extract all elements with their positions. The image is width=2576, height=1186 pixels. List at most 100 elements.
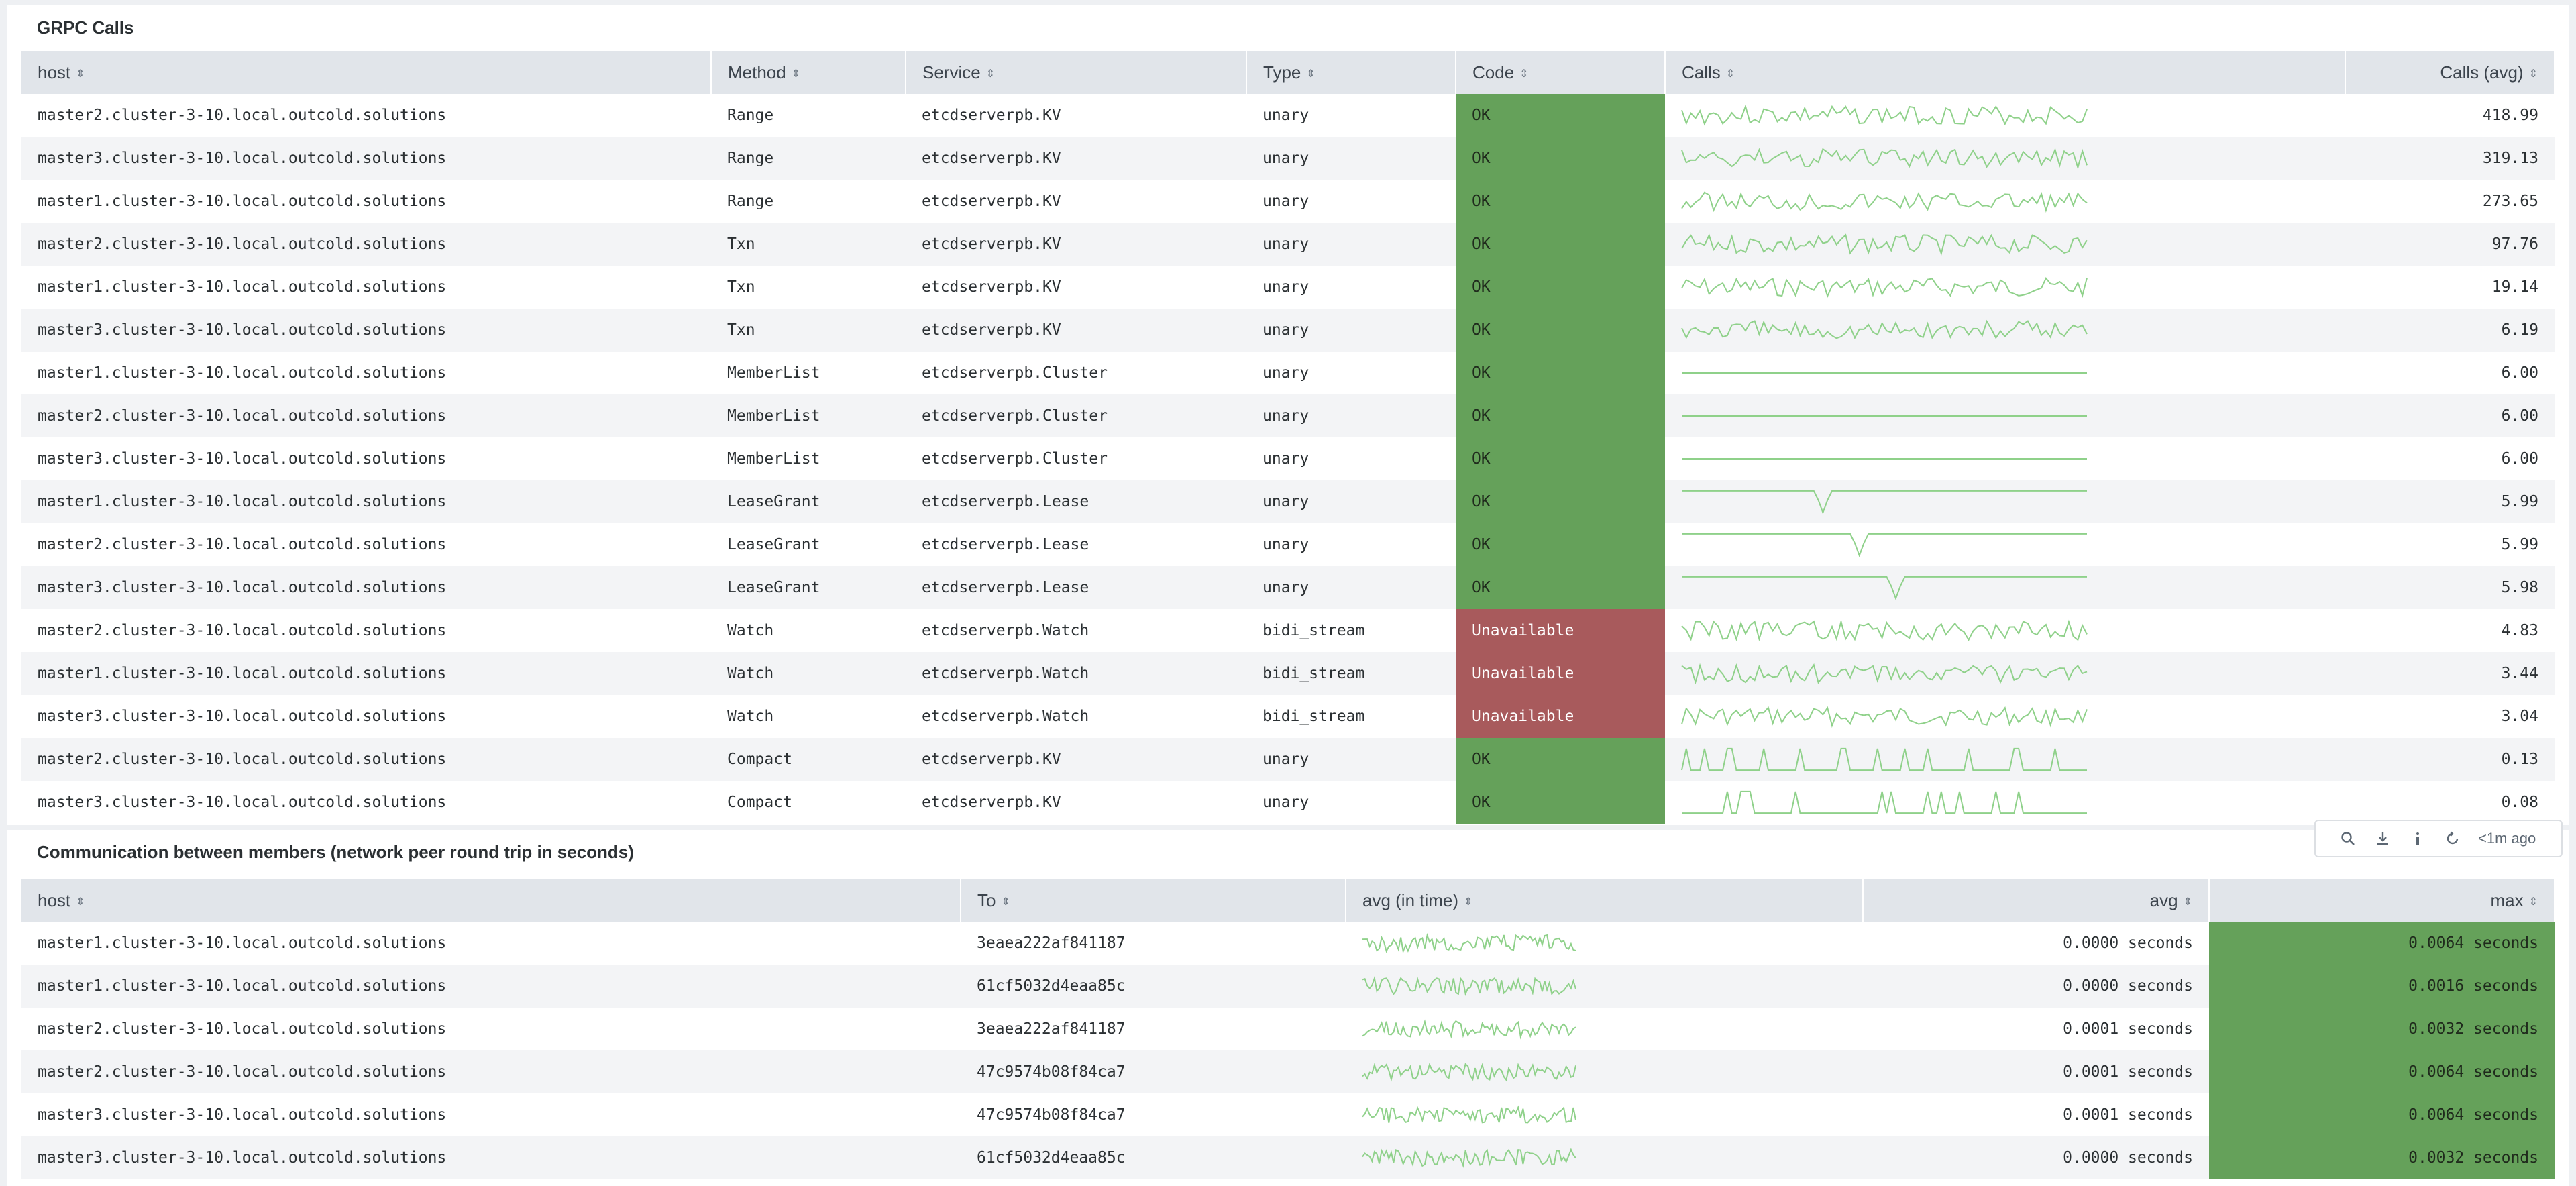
- search-icon[interactable]: [2330, 825, 2365, 852]
- column-header-calls[interactable]: Calls ⇕: [1665, 51, 2346, 94]
- table-row[interactable]: master2.cluster-3-10.local.outcold.solut…: [21, 609, 2555, 652]
- table-row[interactable]: master1.cluster-3-10.local.outcold.solut…: [21, 922, 2555, 965]
- refresh-icon[interactable]: [2435, 825, 2470, 852]
- table-row[interactable]: master3.cluster-3-10.local.outcold.solut…: [21, 1093, 2555, 1136]
- column-header-code[interactable]: Code ⇕: [1456, 51, 1666, 94]
- cell-type: unary: [1263, 407, 1309, 425]
- cell-code: Unavailable: [1456, 652, 1665, 695]
- sparkline: [1681, 618, 2088, 642]
- table-row[interactable]: master3.cluster-3-10.local.outcold.solut…: [21, 309, 2555, 352]
- table-row[interactable]: master2.cluster-3-10.local.outcold.solut…: [21, 94, 2555, 137]
- cell-max: 0.0016 seconds: [2209, 965, 2555, 1008]
- table-row[interactable]: master1.cluster-3-10.local.outcold.solut…: [21, 266, 2555, 309]
- cell-calls-sparkline: [1665, 480, 2345, 523]
- table-row[interactable]: master2.cluster-3-10.local.outcold.solut…: [21, 1008, 2555, 1050]
- table-row[interactable]: master1.cluster-3-10.local.outcold.solut…: [21, 965, 2555, 1008]
- cell-calls-sparkline: [1665, 266, 2345, 309]
- table-row[interactable]: master3.cluster-3-10.local.outcold.solut…: [21, 1136, 2555, 1179]
- column-header-host[interactable]: host ⇕: [21, 879, 961, 922]
- cell-avg: 0.0001 seconds: [2063, 1106, 2193, 1124]
- info-icon[interactable]: [2400, 825, 2435, 852]
- table-row[interactable]: master3.cluster-3-10.local.outcold.solut…: [21, 437, 2555, 480]
- cell-calls-avg: 4.83: [2501, 622, 2538, 639]
- cell-code: OK: [1456, 309, 1665, 352]
- table-row[interactable]: master3.cluster-3-10.local.outcold.solut…: [21, 695, 2555, 738]
- table-row[interactable]: master3.cluster-3-10.local.outcold.solut…: [21, 781, 2555, 824]
- cell-host: master2.cluster-3-10.local.outcold.solut…: [38, 107, 447, 124]
- cell-service: etcdserverpb.Cluster: [922, 364, 1108, 382]
- cell-type: unary: [1263, 235, 1309, 253]
- sort-icon[interactable]: ⇕: [2528, 68, 2538, 80]
- table-row[interactable]: master3.cluster-3-10.local.outcold.solut…: [21, 566, 2555, 609]
- sparkline: [1681, 706, 2088, 728]
- cell-calls-avg: 6.00: [2501, 450, 2538, 468]
- column-header-service[interactable]: Service ⇕: [906, 51, 1247, 94]
- cell-service: etcdserverpb.Lease: [922, 493, 1089, 510]
- cell-method: Watch: [727, 665, 774, 682]
- table-row[interactable]: master1.cluster-3-10.local.outcold.solut…: [21, 352, 2555, 394]
- cell-host: master1.cluster-3-10.local.outcold.solut…: [38, 493, 447, 510]
- sort-icon[interactable]: ⇕: [1519, 68, 1529, 80]
- table-row[interactable]: master2.cluster-3-10.local.outcold.solut…: [21, 394, 2555, 437]
- sort-icon[interactable]: ⇕: [2183, 896, 2192, 908]
- cell-host: master3.cluster-3-10.local.outcold.solut…: [38, 321, 447, 339]
- cell-calls-avg: 19.14: [2491, 278, 2538, 296]
- table-row[interactable]: master2.cluster-3-10.local.outcold.solut…: [21, 1050, 2555, 1093]
- sparkline: [1681, 747, 2087, 771]
- sort-icon[interactable]: ⇕: [76, 896, 85, 908]
- cell-calls-avg: 6.00: [2501, 364, 2538, 382]
- column-header-avg-in-time[interactable]: avg (in time) ⇕: [1346, 879, 1864, 922]
- cell-code: OK: [1456, 352, 1665, 394]
- table-header-row: host ⇕ Method ⇕ Service ⇕ Type ⇕ Code ⇕ Calls…: [21, 51, 2555, 94]
- sort-icon[interactable]: ⇕: [1464, 896, 1473, 908]
- cell-code: OK: [1456, 180, 1665, 223]
- cell-avg-sparkline: [1346, 1050, 1863, 1093]
- cell-type: unary: [1263, 450, 1309, 468]
- column-header-to[interactable]: To ⇕: [961, 879, 1346, 922]
- cell-type: bidi_stream: [1263, 622, 1365, 639]
- sort-icon[interactable]: ⇕: [1725, 68, 1735, 80]
- column-header-avg[interactable]: avg ⇕: [1863, 879, 2210, 922]
- download-icon[interactable]: [2365, 825, 2400, 852]
- column-header-method[interactable]: Method ⇕: [711, 51, 906, 94]
- cell-calls-sparkline: [1665, 738, 2345, 781]
- sort-icon[interactable]: ⇕: [791, 68, 801, 80]
- cell-max: 0.0032 seconds: [2209, 1008, 2555, 1050]
- sort-icon[interactable]: ⇕: [1001, 896, 1010, 908]
- cell-service: etcdserverpb.Lease: [922, 579, 1089, 596]
- table-row[interactable]: master2.cluster-3-10.local.outcold.solut…: [21, 738, 2555, 781]
- cell-type: bidi_stream: [1263, 665, 1365, 682]
- grpc-calls-table: host ⇕ Method ⇕ Service ⇕ Type ⇕ Code ⇕ Calls…: [21, 51, 2555, 824]
- sort-icon[interactable]: ⇕: [76, 68, 85, 80]
- table-row[interactable]: master2.cluster-3-10.local.outcold.solut…: [21, 523, 2555, 566]
- panel-title: GRPC Calls: [37, 17, 134, 38]
- cell-host: master2.cluster-3-10.local.outcold.solut…: [38, 1020, 447, 1038]
- cell-host: master3.cluster-3-10.local.outcold.solut…: [38, 794, 447, 811]
- cell-service: etcdserverpb.KV: [922, 235, 1061, 253]
- column-header-max[interactable]: max ⇕: [2209, 879, 2555, 922]
- table-row[interactable]: master1.cluster-3-10.local.outcold.solut…: [21, 652, 2555, 695]
- cell-service: etcdserverpb.Lease: [922, 536, 1089, 553]
- column-header-host[interactable]: host ⇕: [21, 51, 712, 94]
- cell-calls-sparkline: [1665, 437, 2345, 480]
- column-header-type[interactable]: Type ⇕: [1246, 51, 1456, 94]
- cell-calls-avg: 319.13: [2482, 150, 2538, 167]
- cell-calls-avg: 5.99: [2501, 493, 2538, 510]
- cell-service: etcdserverpb.Cluster: [922, 407, 1108, 425]
- sort-icon[interactable]: ⇕: [2528, 896, 2538, 908]
- cell-method: Range: [727, 193, 774, 210]
- column-header-calls-avg[interactable]: Calls (avg) ⇕: [2345, 51, 2555, 94]
- table-row[interactable]: master2.cluster-3-10.local.outcold.solut…: [21, 223, 2555, 266]
- sparkline: [1682, 372, 2087, 374]
- table-row[interactable]: master1.cluster-3-10.local.outcold.solut…: [21, 480, 2555, 523]
- sparkline: [1681, 233, 2088, 256]
- sort-icon[interactable]: ⇕: [985, 68, 996, 80]
- cell-code: Unavailable: [1456, 695, 1665, 738]
- cell-host: master2.cluster-3-10.local.outcold.solut…: [38, 536, 447, 553]
- table-row[interactable]: master3.cluster-3-10.local.outcold.solut…: [21, 137, 2555, 180]
- table-row[interactable]: master1.cluster-3-10.local.outcold.solut…: [21, 180, 2555, 223]
- cell-host: master1.cluster-3-10.local.outcold.solut…: [38, 364, 447, 382]
- sort-icon[interactable]: ⇕: [1306, 68, 1316, 80]
- cell-to: 61cf5032d4eaa85c: [977, 977, 1126, 995]
- cell-host: master2.cluster-3-10.local.outcold.solut…: [38, 622, 447, 639]
